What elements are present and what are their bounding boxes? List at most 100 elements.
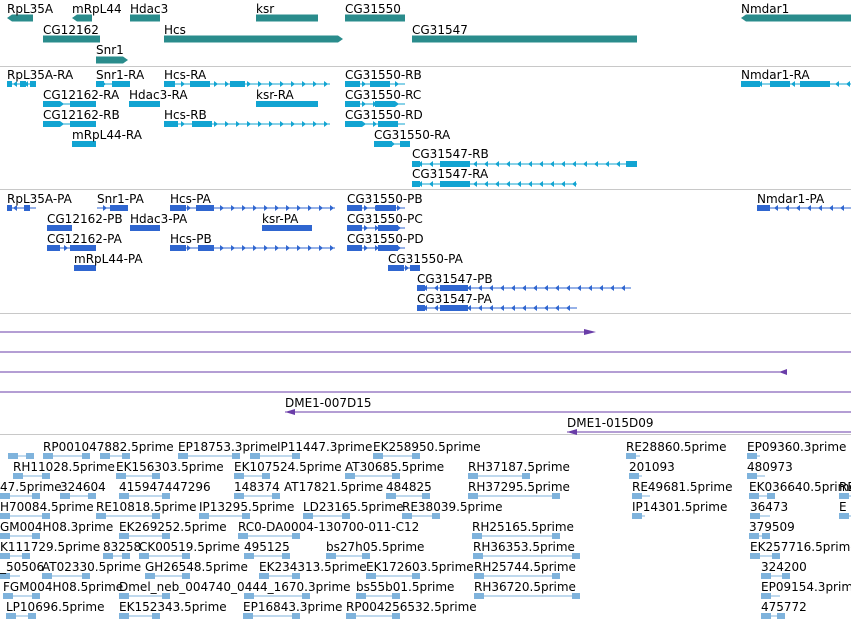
rna-feature-chevron[interactable] <box>769 81 773 87</box>
rna-feature-chevron[interactable] <box>135 101 139 107</box>
protein-feature-chevron[interactable] <box>353 205 357 211</box>
est-label[interactable]: EK269252.5prime <box>119 520 227 534</box>
rna-label[interactable]: Nmdar1-RA <box>741 68 810 82</box>
est-label[interactable]: AT02330.5prime <box>42 560 142 574</box>
gene-label-cg31547[interactable]: CG31547 <box>412 23 468 37</box>
rna-feature-exon[interactable] <box>412 161 420 167</box>
rna-feature-chevron[interactable] <box>60 121 64 127</box>
gene-glyph[interactable] <box>164 35 343 43</box>
est-block[interactable] <box>250 453 260 459</box>
rna-feature-chevron[interactable] <box>440 181 444 187</box>
rna-feature-chevron[interactable] <box>395 81 399 87</box>
protein-feature-chevron[interactable] <box>198 245 202 251</box>
protein-feature-chevron[interactable] <box>840 205 844 211</box>
est-label[interactable]: 47.5prime <box>0 480 62 494</box>
est-label[interactable]: EP09360.3prime <box>747 440 847 454</box>
rna-feature-exon[interactable] <box>30 81 36 87</box>
protein-feature-chevron[interactable] <box>53 245 57 251</box>
clone-arrow[interactable] <box>779 369 787 375</box>
rna-feature-chevron[interactable] <box>102 81 106 87</box>
rna-feature-chevron[interactable] <box>351 101 355 107</box>
est-label[interactable]: bs27h05.5prime <box>326 540 425 554</box>
protein-feature-chevron[interactable] <box>394 265 398 271</box>
est-block[interactable] <box>28 613 36 619</box>
rna-feature-chevron[interactable] <box>484 161 488 167</box>
protein-feature-chevron[interactable] <box>489 305 493 311</box>
gene-glyph[interactable] <box>345 14 405 22</box>
est-block[interactable] <box>0 513 10 519</box>
protein-feature-chevron[interactable] <box>176 205 180 211</box>
rna-feature-chevron[interactable] <box>284 101 288 107</box>
protein-feature-chevron[interactable] <box>198 205 202 211</box>
est-block[interactable] <box>386 493 396 499</box>
protein-feature-chevron[interactable] <box>24 205 28 211</box>
rna-label[interactable]: Hdac3-RA <box>129 88 188 102</box>
protein-label[interactable]: CG31550-PA <box>388 252 463 266</box>
rna-feature-chevron[interactable] <box>324 121 328 127</box>
rna-feature-exon[interactable] <box>7 81 12 87</box>
rna-feature-chevron[interactable] <box>324 81 328 87</box>
est-block[interactable] <box>259 573 269 579</box>
est-block[interactable] <box>292 453 300 459</box>
est-block[interactable] <box>244 593 254 599</box>
protein-feature-exon[interactable] <box>196 205 214 211</box>
est-label[interactable]: K111729.5prime <box>0 540 101 554</box>
est-block[interactable] <box>262 473 270 479</box>
est-block[interactable] <box>145 573 155 579</box>
est-label[interactable]: AT30685.5prime <box>345 460 445 474</box>
est-block[interactable] <box>139 553 149 559</box>
rna-feature-chevron[interactable] <box>225 81 229 87</box>
protein-feature-chevron[interactable] <box>319 205 323 211</box>
est-block[interactable] <box>522 473 530 479</box>
est-block[interactable] <box>88 493 96 499</box>
protein-feature-chevron[interactable] <box>397 205 401 211</box>
protein-feature-chevron[interactable] <box>264 205 268 211</box>
protein-feature-chevron[interactable] <box>297 245 301 251</box>
rna-feature-chevron[interactable] <box>484 181 488 187</box>
est-block[interactable] <box>761 573 771 579</box>
est-block[interactable] <box>119 613 129 619</box>
rna-feature-chevron[interactable] <box>203 121 207 127</box>
protein-feature-chevron[interactable] <box>796 205 800 211</box>
est-label[interactable]: EK258950.5prime <box>373 440 481 454</box>
est-label[interactable]: IP13295.5prime <box>199 500 295 514</box>
protein-feature-chevron[interactable] <box>64 225 68 231</box>
est-label[interactable]: 201093 <box>629 460 675 474</box>
protein-feature-chevron[interactable] <box>220 245 224 251</box>
rna-feature-chevron[interactable] <box>181 81 185 87</box>
protein-feature-chevron[interactable] <box>231 205 235 211</box>
gene-label-nmdar1[interactable]: Nmdar1 <box>741 2 790 16</box>
est-label[interactable]: RP001047882.5prime <box>43 440 174 454</box>
protein-feature-chevron[interactable] <box>807 205 811 211</box>
rna-feature-chevron[interactable] <box>302 81 306 87</box>
protein-feature-chevron[interactable] <box>522 305 526 311</box>
rna-feature-chevron[interactable] <box>384 81 388 87</box>
protein-feature-chevron[interactable] <box>375 225 379 231</box>
rna-feature-chevron[interactable] <box>572 181 576 187</box>
clone-arrow[interactable] <box>567 429 577 435</box>
gene-label-mrpl44[interactable]: mRpL44 <box>72 2 122 16</box>
est-block[interactable] <box>366 573 376 579</box>
est-label[interactable]: EK107524.5prime <box>234 460 342 474</box>
protein-feature-chevron[interactable] <box>467 285 471 291</box>
est-block[interactable] <box>242 513 250 519</box>
est-block[interactable] <box>238 533 248 539</box>
protein-label[interactable]: CG31550-PC <box>347 212 423 226</box>
protein-feature-chevron[interactable] <box>405 265 409 271</box>
rna-feature-chevron[interactable] <box>495 161 499 167</box>
protein-feature-chevron[interactable] <box>386 225 390 231</box>
rna-feature-chevron[interactable] <box>813 81 817 87</box>
rna-feature-chevron[interactable] <box>262 101 266 107</box>
rna-feature-chevron[interactable] <box>627 161 631 167</box>
protein-label[interactable]: CG12162-PB <box>47 212 123 226</box>
est-block[interactable] <box>0 533 10 539</box>
protein-feature-chevron[interactable] <box>275 205 279 211</box>
rna-feature-chevron[interactable] <box>495 181 499 187</box>
protein-feature-chevron[interactable] <box>599 285 603 291</box>
est-label[interactable]: EK036640.5prime <box>749 480 851 494</box>
rna-feature-chevron[interactable] <box>517 181 521 187</box>
protein-feature-chevron[interactable] <box>511 285 515 291</box>
protein-feature-exon[interactable] <box>262 225 312 231</box>
rna-feature-chevron[interactable] <box>561 161 565 167</box>
protein-feature-chevron[interactable] <box>785 205 789 211</box>
